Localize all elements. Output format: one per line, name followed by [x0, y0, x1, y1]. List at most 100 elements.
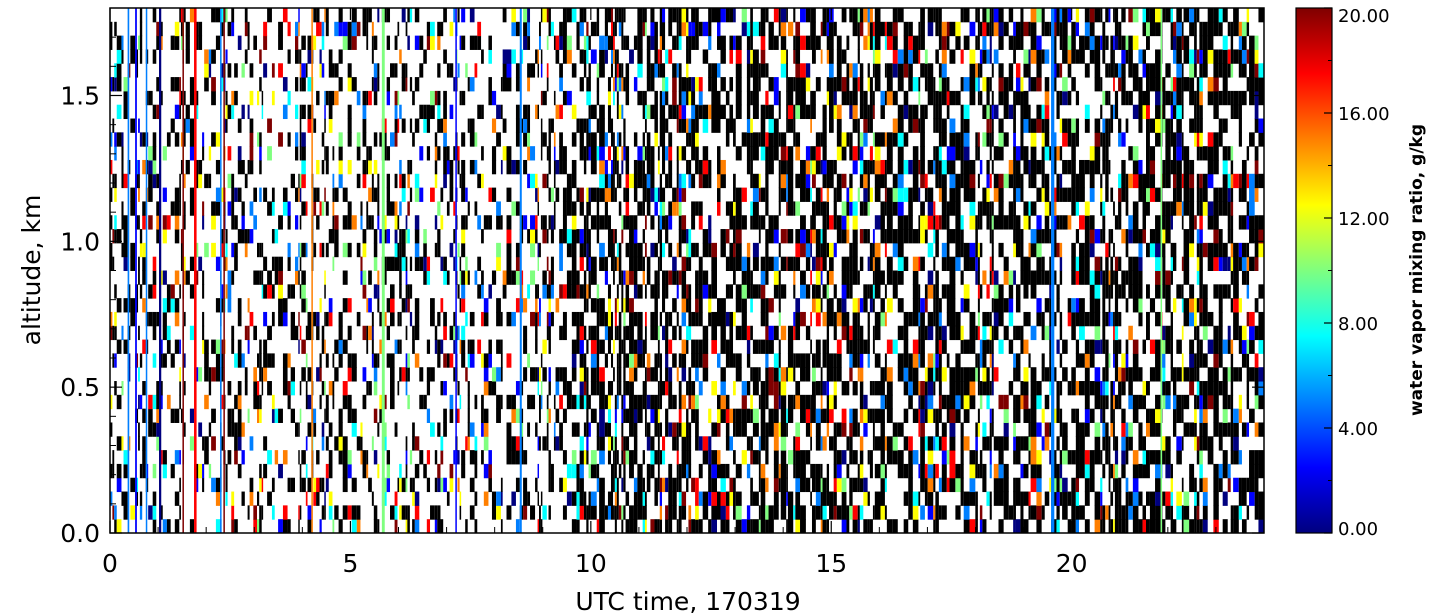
heatmap-cell — [405, 450, 408, 465]
heatmap-cell — [282, 505, 288, 520]
heatmap-cell — [633, 408, 638, 423]
heatmap-cell — [121, 381, 124, 396]
heatmap-cell — [735, 215, 742, 230]
heatmap-cell — [550, 477, 554, 493]
heatmap-cell — [356, 519, 361, 533]
heatmap-cell — [500, 311, 503, 327]
heatmap-cell — [760, 519, 766, 533]
heatmap-cell — [826, 35, 830, 50]
heatmap-cell — [562, 229, 567, 244]
heatmap-cell — [941, 325, 947, 341]
heatmap-cell — [1041, 270, 1045, 285]
heatmap-cell — [686, 132, 689, 147]
heatmap-cell — [650, 77, 655, 92]
heatmap-cell — [449, 21, 454, 37]
heatmap-cell — [259, 394, 262, 410]
heatmap-cell — [588, 256, 591, 271]
heatmap-cell — [138, 367, 140, 382]
heatmap-cell — [662, 8, 666, 23]
heatmap-cell — [741, 381, 747, 396]
heatmap-cell — [659, 201, 663, 216]
heatmap-cell — [142, 381, 146, 396]
heatmap-cell — [852, 311, 858, 327]
heatmap-cell — [142, 298, 146, 313]
heatmap-cell — [880, 229, 885, 244]
heatmap-cell — [908, 21, 913, 37]
heatmap-cell — [234, 242, 238, 258]
heatmap-cell — [963, 381, 970, 396]
heatmap-cell — [481, 173, 484, 189]
heatmap-cell — [998, 132, 1004, 147]
heatmap-cell — [686, 21, 689, 37]
heatmap-cell — [469, 77, 475, 92]
heatmap-cell — [686, 408, 689, 423]
heatmap-cell — [849, 367, 853, 382]
heatmap-cell — [130, 311, 136, 327]
heatmap-cell — [826, 201, 830, 216]
heatmap-cell — [820, 132, 823, 147]
heatmap-cell — [613, 49, 615, 64]
heatmap-cell — [204, 339, 209, 354]
heatmap-cell — [938, 408, 942, 423]
heatmap-cell — [562, 21, 567, 37]
heatmap-cell — [852, 339, 858, 354]
heatmap-cell — [586, 450, 589, 465]
heatmap-cell — [604, 49, 608, 64]
heatmap-cell — [941, 463, 947, 479]
heatmap-cell — [897, 63, 904, 78]
heatmap-cell — [780, 21, 787, 37]
heatmap-cell — [156, 21, 160, 37]
heatmap-cell — [846, 256, 850, 271]
heatmap-cell — [750, 146, 753, 161]
heatmap-cell — [863, 8, 868, 23]
heatmap-cell — [941, 118, 947, 133]
heatmap-cell — [488, 450, 492, 465]
heatmap-cell — [725, 256, 730, 271]
heatmap-cell — [1003, 104, 1009, 120]
heatmap-cell — [423, 49, 427, 64]
heatmap-cell — [949, 146, 956, 161]
heatmap-cell — [668, 132, 673, 147]
heatmap-cell — [204, 173, 209, 189]
heatmap-cell — [810, 339, 812, 354]
heatmap-cell — [758, 505, 761, 520]
heatmap-cell — [765, 381, 769, 396]
heatmap-cell — [686, 463, 689, 479]
heatmap-cell — [933, 159, 936, 175]
heatmap-cell — [299, 242, 302, 258]
heatmap-cell — [880, 270, 885, 285]
heatmap-cell — [586, 381, 589, 396]
heatmap-cell — [299, 408, 302, 423]
heatmap-cell — [711, 339, 717, 354]
heatmap-cell — [918, 49, 921, 64]
heatmap-cell — [208, 463, 212, 479]
heatmap-cell — [461, 35, 466, 50]
heatmap-cell — [511, 408, 516, 423]
heatmap-cell — [668, 104, 673, 120]
heatmap-cell — [550, 187, 554, 202]
heatmap-cell — [1003, 173, 1009, 189]
heatmap-cell — [867, 118, 870, 133]
heatmap-cell — [1041, 21, 1045, 37]
heatmap-cell — [688, 298, 692, 313]
heatmap-cell — [1015, 229, 1021, 244]
heatmap-cell — [702, 229, 709, 244]
heatmap-cell — [975, 450, 978, 465]
heatmap-cell — [833, 477, 837, 493]
heatmap-cell — [657, 394, 660, 410]
heatmap-cell — [583, 8, 587, 23]
heatmap-cell — [386, 77, 391, 92]
heatmap-cell — [927, 381, 934, 396]
heatmap-cell — [546, 325, 549, 341]
heatmap-cell — [633, 242, 638, 258]
heatmap-cell — [695, 77, 699, 92]
heatmap-cell — [773, 367, 779, 382]
heatmap-cell — [537, 367, 540, 382]
heatmap-cell — [642, 505, 645, 520]
heatmap-cell — [313, 8, 317, 23]
heatmap-cell — [846, 215, 850, 230]
heatmap-cell — [586, 339, 589, 354]
heatmap-cell — [338, 8, 343, 23]
heatmap-cell — [662, 450, 666, 465]
heatmap-cell — [267, 353, 272, 368]
